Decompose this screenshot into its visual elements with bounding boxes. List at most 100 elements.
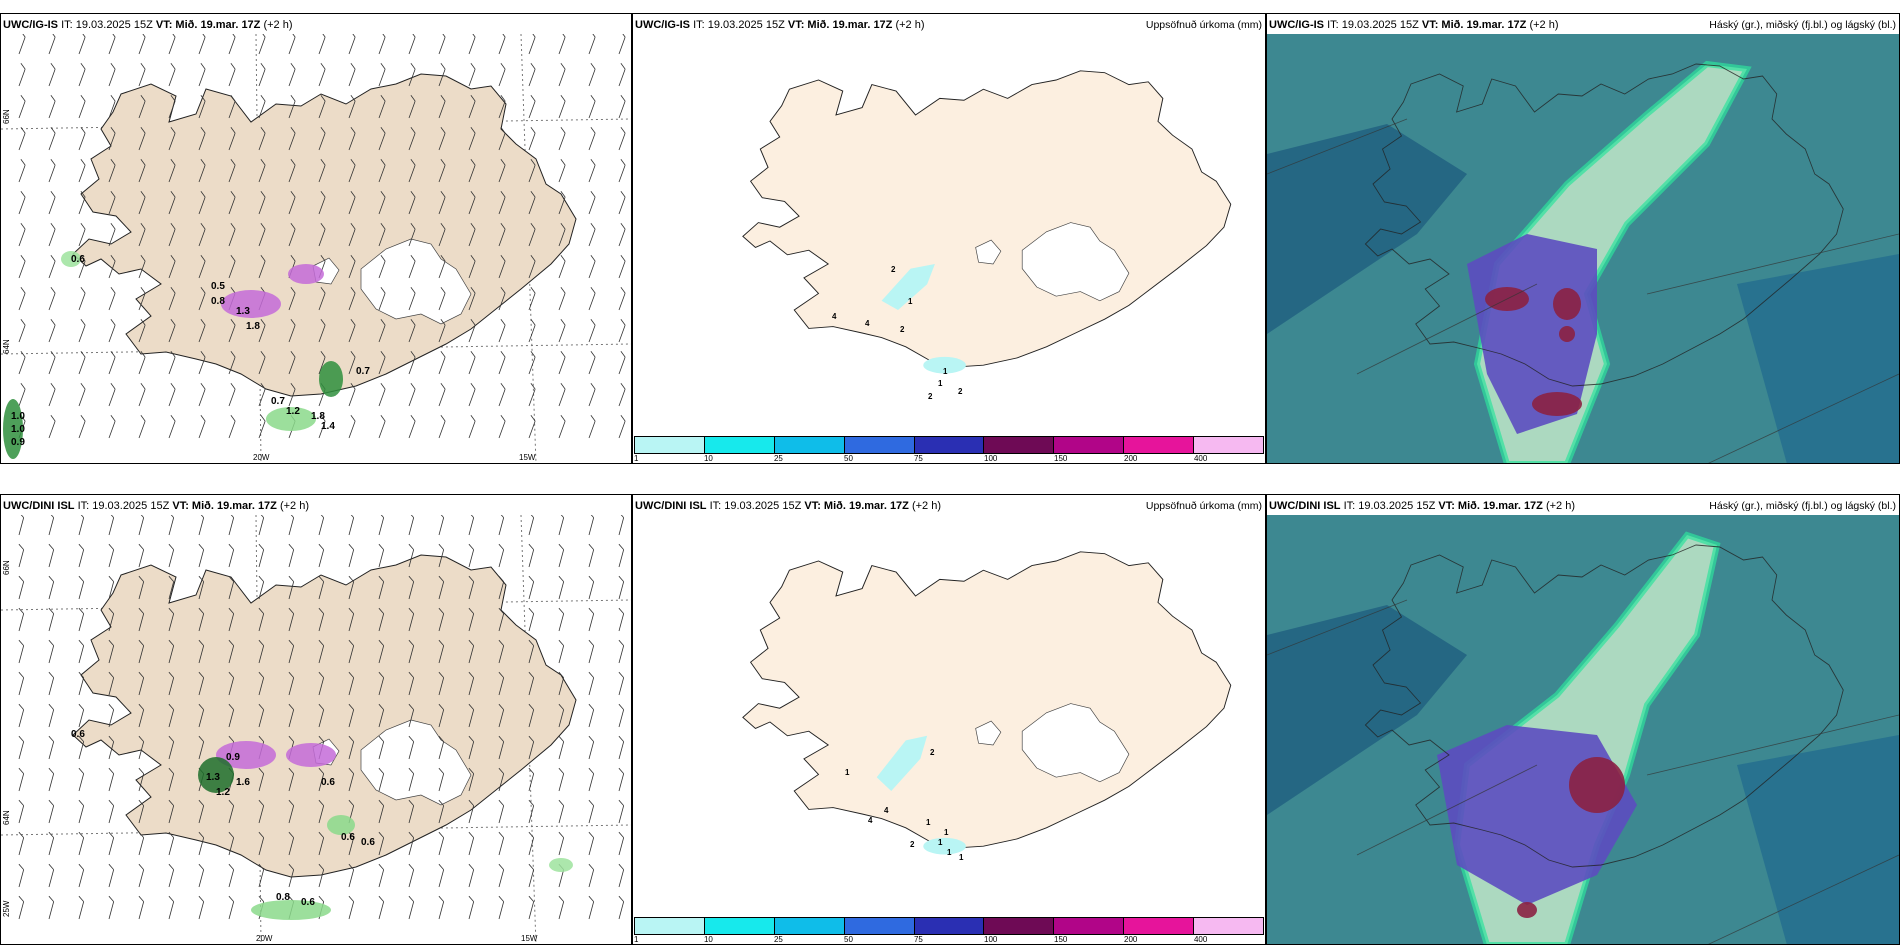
accum-value-label: 1 [845,768,850,777]
colorbar-level-label: 1 [634,454,639,463]
cloud-map [1267,34,1899,463]
colorbar-swatch [704,918,775,934]
colorbar-swatch [914,437,985,453]
precip-value-label: 0.5 [211,281,225,292]
panel-title: UWC/IG-IS IT: 19.03.2025 15Z VT: Mið. 19… [635,19,925,31]
precip-value-label: 0.6 [71,254,85,265]
colorbar-swatch [635,918,705,934]
lon-label: 20W [256,934,273,943]
colorbar-swatch [844,437,915,453]
lon-label: 15W [519,453,536,462]
accum-value-label: 1 [938,838,943,847]
colorbar-level-label: 400 [1193,454,1208,463]
precip-value-label: 1.3 [206,772,220,783]
colorbar-level-label: 100 [984,935,998,944]
colorbar-level-label: 10 [703,935,713,944]
lat-label: 66N [2,109,11,124]
precip-value-label: 1.8 [311,411,325,422]
colorbar [634,917,1264,935]
colorbar-swatch [914,918,985,934]
lat-label: 25W [2,900,11,917]
colorbar-swatch [984,918,1055,934]
colorbar-labels: 1 10 25 50 75 100 150 200 400 [634,454,1264,463]
precip-value-label: 1.6 [236,777,250,788]
panel-title: UWC/DINI ISL IT: 19.03.2025 15Z VT: Mið.… [3,500,310,512]
precip-value-label: 0.6 [301,897,315,908]
lon-label: 20W [253,453,270,462]
precip-value-label: 0.7 [356,366,370,377]
accum-value-label: 1 [947,848,952,857]
precip-value-label: 0.7 [271,396,285,407]
colorbar-level-label: 200 [1124,454,1138,463]
accum-panel-row2: UWC/DINI ISL IT: 19.03.2025 15Z VT: Mið.… [632,494,1266,945]
accum-value-label: 2 [930,748,935,757]
accum-value-label: 1 [943,367,948,376]
colorbar-swatch [844,918,915,934]
lat-label: 64N [2,339,11,354]
panel-subtitle: Háský (gr.), miðský (fj.bl.) og lágský (… [1709,19,1896,31]
accum-value-label: 2 [958,387,963,396]
precip-value-label: 1.3 [236,306,250,317]
colorbar-swatch [1054,918,1125,934]
precip-value-label: 0.6 [341,832,355,843]
precip-value-label: 0.9 [11,437,25,448]
accum-value-label: 2 [910,840,915,849]
wind-map: 0.6 0.9 1.3 1.2 1.6 0.6 0.6 0.8 0.6 0.6 [1,515,631,944]
precip-value-label: 0.6 [71,729,85,740]
colorbar-level-label: 50 [844,935,853,944]
lat-label: 64N [2,810,11,825]
lon-label: 15W [521,934,538,943]
colorbar-level-label: 100 [984,454,998,463]
accum-value-label: 1 [938,379,943,388]
lat-label: 66N [2,560,11,575]
colorbar-level-label: 200 [1124,935,1138,944]
accum-value-label: 4 [884,806,889,815]
accum-value-label: 1 [926,818,931,827]
precip-value-label: 0.8 [276,892,290,903]
panel-subtitle: Uppsöfnuð úrkoma (mm) [1145,500,1262,512]
wind-precip-panel-row2: UWC/DINI ISL IT: 19.03.2025 15Z VT: Mið.… [0,494,632,945]
precip-value-label: 0.8 [211,296,225,307]
precip-value-label: 1.0 [11,424,25,435]
panel-title: UWC/DINI ISL IT: 19.03.2025 15Z VT: Mið.… [1269,500,1576,512]
panel-subtitle: Háský (gr.), miðský (fj.bl.) og lágský (… [1709,500,1896,512]
wind-map: 0.60.50.81.31.80.70.71.2 1.81.41.01.00.9 [1,34,631,463]
colorbar-swatch [774,437,845,453]
panel-title: UWC/IG-IS IT: 19.03.2025 15Z VT: Mið. 19… [1269,19,1559,31]
precip-value-label: 1.4 [321,421,335,432]
precip-value-label: 1.8 [246,321,260,332]
panel-title: UWC/DINI ISL IT: 19.03.2025 15Z VT: Mið.… [635,500,942,512]
accum-value-label: 1 [959,853,964,862]
accum-value-label: 2 [891,265,896,274]
colorbar-level-label: 75 [913,454,923,463]
panel-title: UWC/IG-IS IT: 19.03.2025 15Z VT: Mið. 19… [3,19,293,31]
cloud-panel-row2: UWC/DINI ISL IT: 19.03.2025 15Z VT: Mið.… [1266,494,1900,945]
colorbar-swatch [1054,437,1125,453]
cloud-panel-row1: UWC/IG-IS IT: 19.03.2025 15Z VT: Mið. 19… [1266,13,1900,464]
accum-value-label: 1 [944,828,949,837]
precip-value-label: 1.0 [11,411,25,422]
precip-value-label: 0.9 [226,752,240,763]
colorbar-swatch [984,437,1055,453]
precip-value-label: 0.6 [361,837,375,848]
precip-value-label: 1.2 [286,406,300,417]
colorbar-level-label: 150 [1054,454,1068,463]
colorbar-level-label: 1 [634,935,639,944]
wind-precip-panel-row1: UWC/IG-IS IT: 19.03.2025 15Z VT: Mið. 19… [0,13,632,464]
colorbar [634,436,1264,454]
precip-value-label: 1.2 [216,787,230,798]
colorbar-swatch [704,437,775,453]
accum-value-label: 4 [868,816,873,825]
accum-value-label: 2 [928,392,933,401]
cloud-map [1267,515,1899,944]
colorbar-swatch [635,437,705,453]
colorbar-level-label: 75 [913,935,923,944]
colorbar-swatch [774,918,845,934]
accum-value-label: 2 [900,325,905,334]
colorbar-swatch [1124,918,1195,934]
accum-value-label: 4 [865,319,870,328]
colorbar-level-label: 50 [844,454,853,463]
colorbar-swatch [1124,437,1195,453]
